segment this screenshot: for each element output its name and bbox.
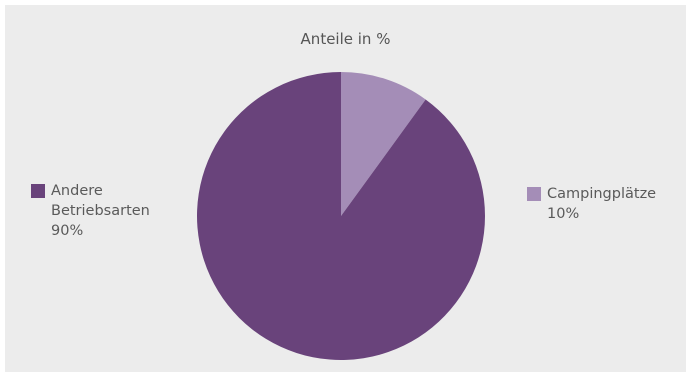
pie-slices bbox=[197, 72, 486, 360]
chart-title: Anteile in % bbox=[300, 30, 391, 48]
legend-swatch-andere-betriebsarten bbox=[31, 184, 45, 198]
pie-slice-0 bbox=[341, 72, 426, 216]
legend-label-line-2: Betriebsarten bbox=[51, 203, 150, 219]
legend-value: 90% bbox=[51, 223, 84, 239]
pie-chart bbox=[197, 72, 486, 360]
legend-value: 10% bbox=[547, 206, 580, 222]
legend-item-andere-betriebsarten: Andere Betriebsarten 90% bbox=[31, 181, 150, 241]
pie-slice-1 bbox=[197, 72, 486, 360]
legend-label-line-1: Andere bbox=[51, 183, 103, 199]
legend-label: Campingplätze bbox=[547, 186, 657, 202]
legend-swatch-campingplaetze bbox=[527, 187, 541, 201]
chart-panel: Anteile in % Andere Betriebsarten 90% Ca… bbox=[5, 5, 686, 372]
legend-item-campingplaetze: Campingplätze 10% bbox=[527, 184, 656, 224]
